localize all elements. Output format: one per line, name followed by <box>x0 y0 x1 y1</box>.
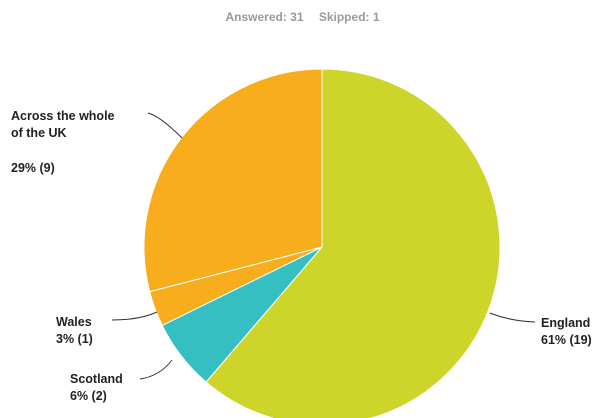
leader-line-scotland <box>139 359 173 380</box>
leader-lines <box>111 112 536 380</box>
label-england-value: 61% (19) <box>541 333 592 347</box>
slice-england <box>205 68 501 418</box>
label-uk-value: 29% (9) <box>11 161 55 175</box>
skipped-count: Skipped: 1 <box>318 10 380 24</box>
label-scotland-name: Scotland <box>70 372 123 386</box>
label-wales-name: Wales <box>56 315 92 329</box>
pie-slices <box>143 68 501 418</box>
label-uk-line1: Across the whole <box>11 109 115 123</box>
leader-line-uk <box>147 112 183 139</box>
label-wales-value: 3% (1) <box>56 332 93 346</box>
leader-line-england <box>489 312 536 323</box>
leader-line-wales <box>111 311 158 321</box>
slice-labels: Across the whole of the UK 29% (9) Wales… <box>11 109 592 403</box>
label-uk-line2: of the UK <box>11 126 67 140</box>
label-england-name: England <box>541 316 590 330</box>
response-summary: Answered: 31 Skipped: 1 <box>0 10 605 24</box>
label-uk-name: Across the whole of the UK <box>11 109 118 140</box>
slice-across-uk <box>143 68 323 293</box>
label-scotland-value: 6% (2) <box>70 389 107 403</box>
answered-count: Answered: 31 <box>225 10 304 24</box>
